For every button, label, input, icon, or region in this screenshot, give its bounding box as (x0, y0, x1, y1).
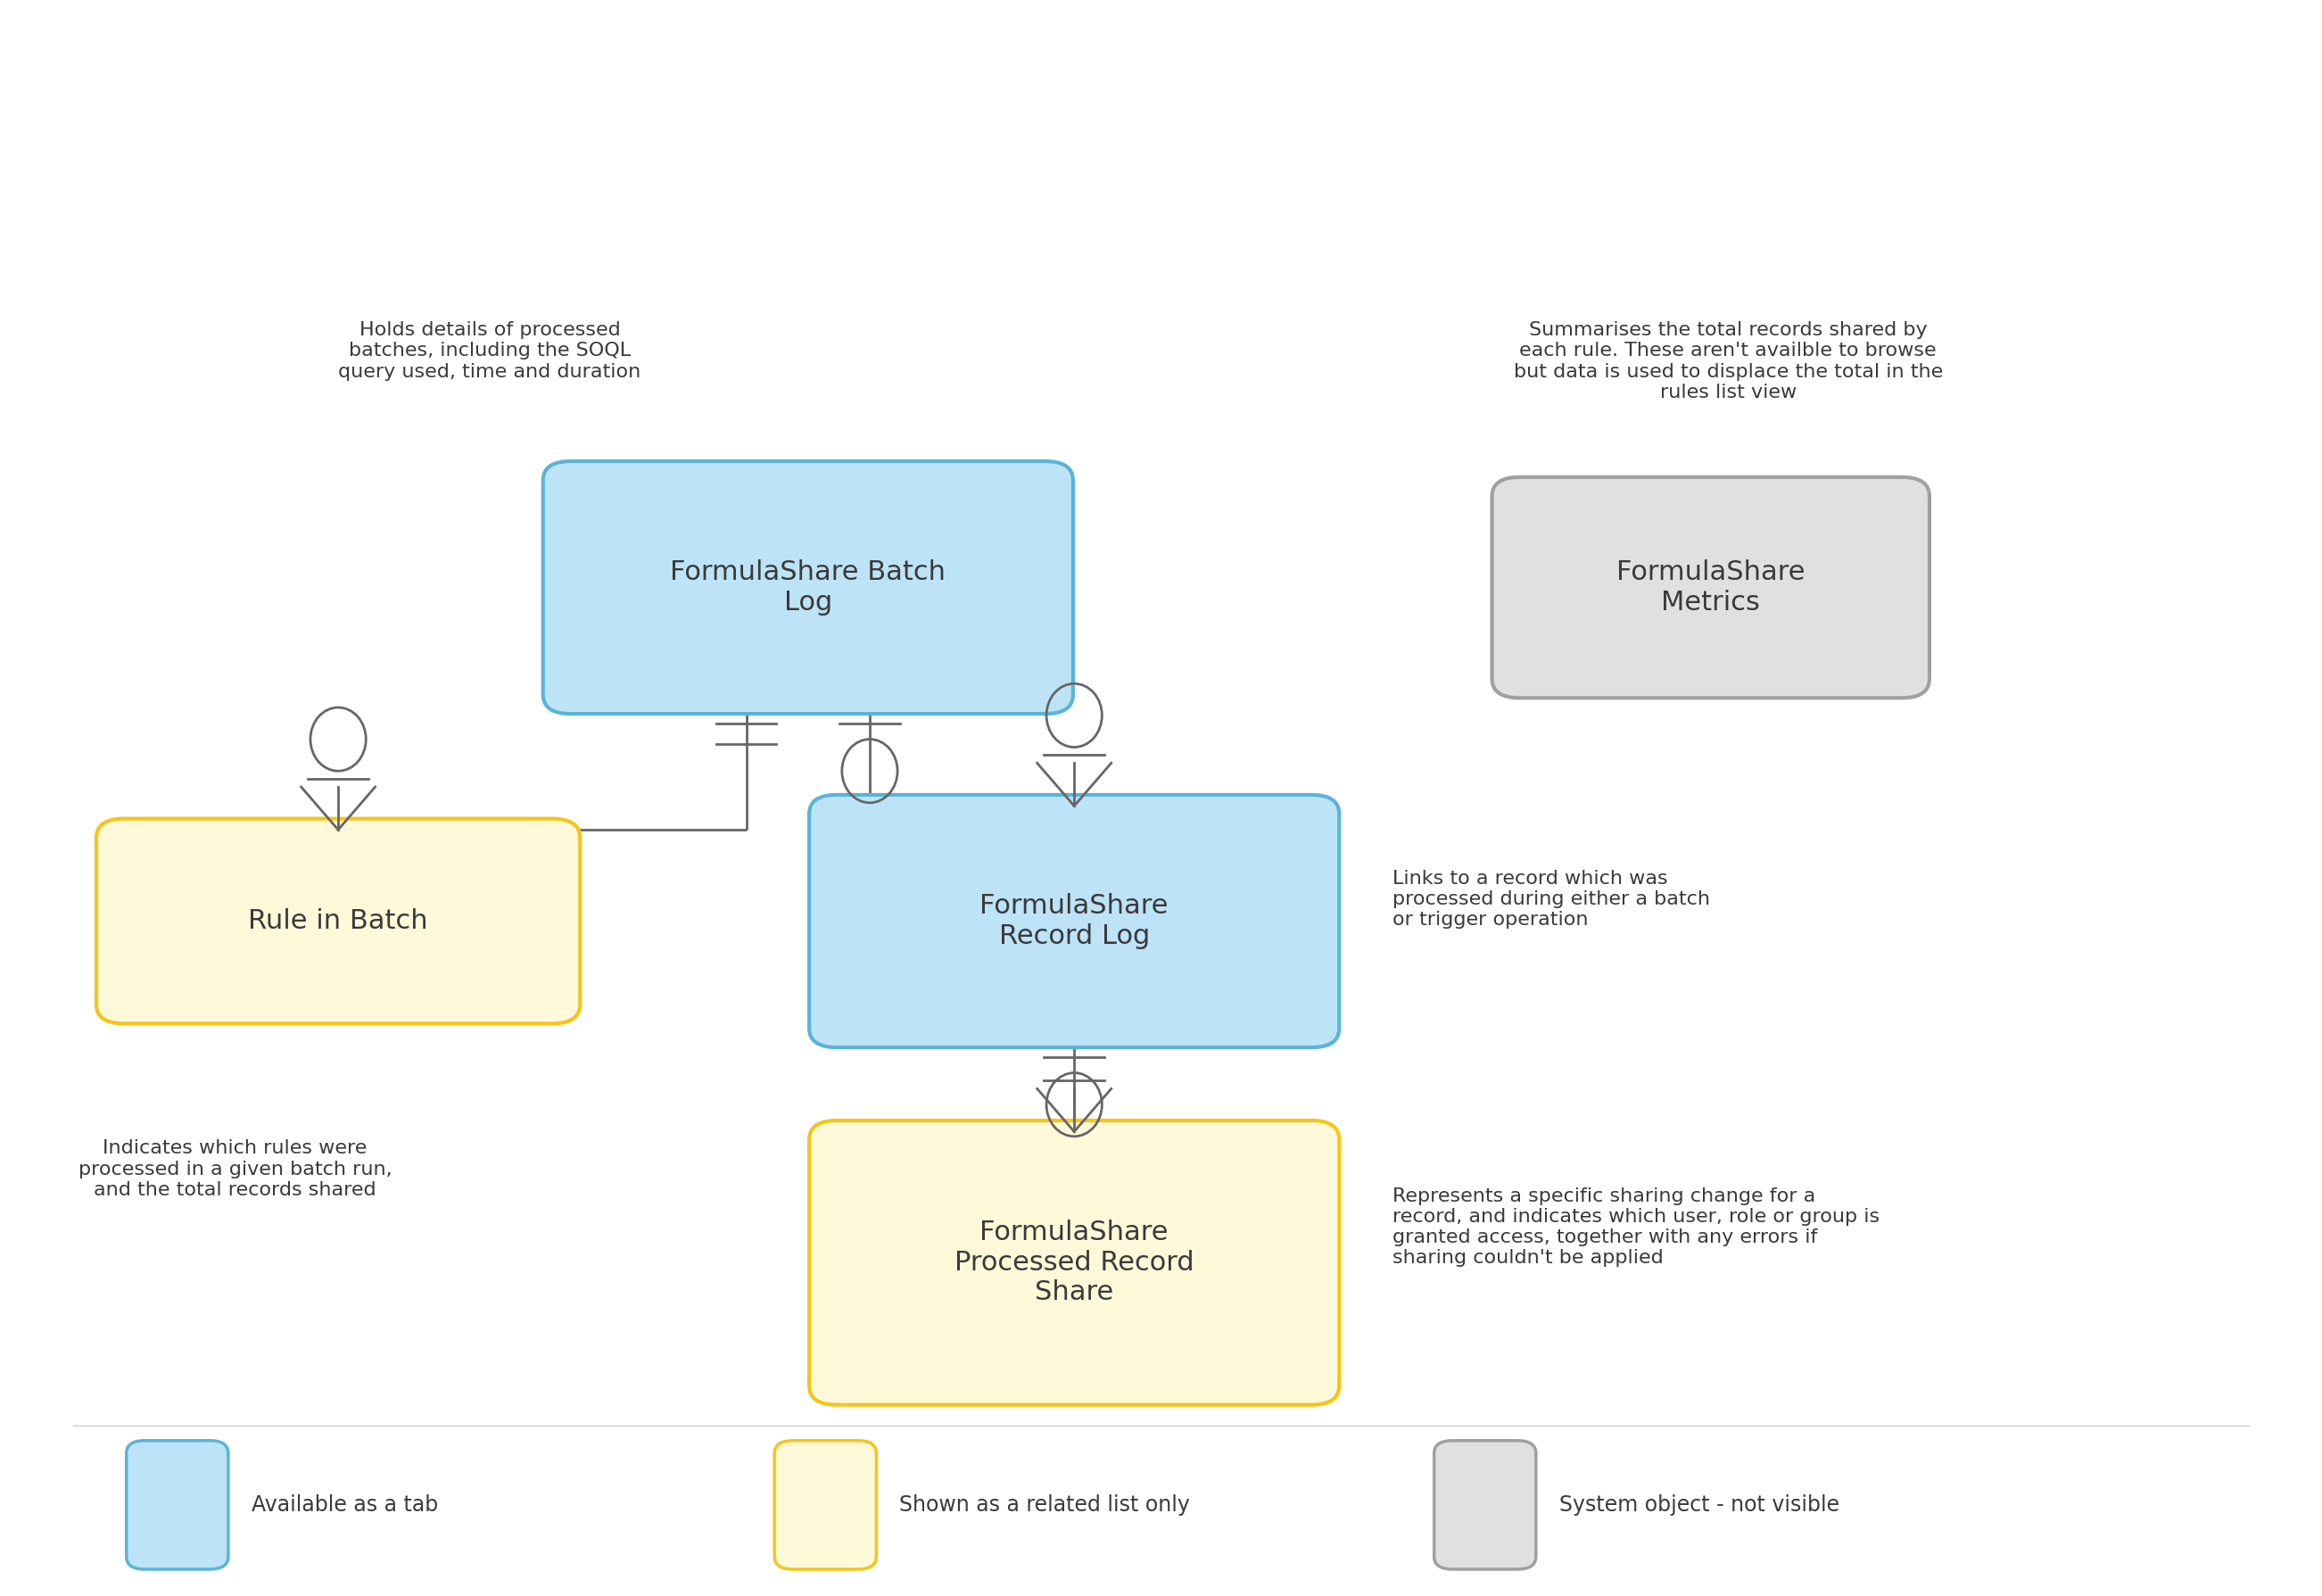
Text: Rule in Batch: Rule in Batch (248, 908, 427, 934)
Text: Available as a tab: Available as a tab (251, 1494, 439, 1516)
Text: Summarises the total records shared by
each rule. These aren't availble to brows: Summarises the total records shared by e… (1514, 321, 1944, 401)
FancyBboxPatch shape (95, 819, 580, 1023)
Text: Links to a record which was
processed during either a batch
or trigger operation: Links to a record which was processed du… (1393, 870, 1709, 929)
FancyBboxPatch shape (543, 461, 1073, 713)
FancyBboxPatch shape (776, 1441, 875, 1569)
Text: Holds details of processed
batches, including the SOQL
query used, time and dura: Holds details of processed batches, incl… (339, 321, 641, 381)
FancyBboxPatch shape (125, 1441, 228, 1569)
Text: Indicates which rules were
processed in a given batch run,
and the total records: Indicates which rules were processed in … (79, 1140, 392, 1199)
FancyBboxPatch shape (808, 795, 1340, 1047)
Text: FormulaShare
Metrics: FormulaShare Metrics (1616, 560, 1804, 616)
Text: FormulaShare
Record Log: FormulaShare Record Log (980, 894, 1168, 950)
FancyBboxPatch shape (1435, 1441, 1535, 1569)
Text: FormulaShare
Processed Record
Share: FormulaShare Processed Record Share (954, 1219, 1194, 1306)
Text: Shown as a related list only: Shown as a related list only (899, 1494, 1191, 1516)
FancyBboxPatch shape (1493, 477, 1930, 697)
Text: System object - not visible: System object - not visible (1558, 1494, 1839, 1516)
FancyBboxPatch shape (808, 1120, 1340, 1404)
Text: FormulaShare Batch
Log: FormulaShare Batch Log (671, 560, 945, 616)
Text: Represents a specific sharing change for a
record, and indicates which user, rol: Represents a specific sharing change for… (1393, 1187, 1878, 1267)
